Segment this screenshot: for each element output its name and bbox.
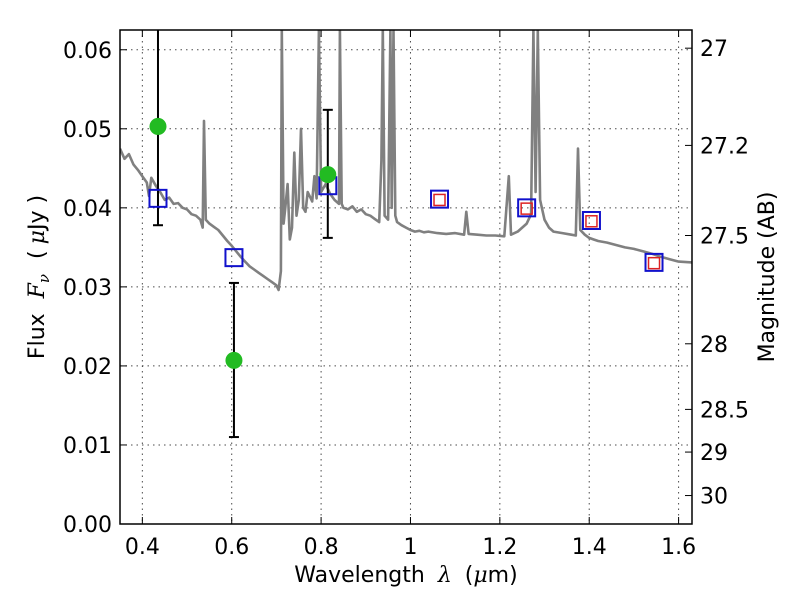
model-point-0 — [148, 188, 168, 208]
x-tick-label-3: 1 — [403, 535, 417, 560]
model-point-4 — [517, 198, 537, 218]
x-tick-label-5: 1.4 — [572, 535, 607, 560]
observed-points — [149, 117, 337, 369]
y-tick-label-2: 0.02 — [63, 355, 112, 380]
y-label-unit-mu: μ — [25, 230, 50, 244]
y-label-unit-open: ( — [25, 250, 50, 259]
x-label-symbol: λ — [437, 563, 452, 588]
right-tick-label-2: 27.5 — [700, 225, 749, 250]
model-point-red-2 — [585, 215, 598, 228]
observed-point-0 — [149, 117, 167, 135]
spectrum-series — [120, 30, 692, 292]
x-tick-label-6: 1.6 — [661, 535, 696, 560]
model-point-5 — [581, 210, 601, 230]
y-label-prefix: Flux — [25, 313, 50, 359]
observed-point-1 — [225, 351, 243, 369]
error-bars — [152, 30, 333, 439]
observed-point-2 — [319, 166, 337, 184]
x-tick-label-2: 0.8 — [304, 535, 339, 560]
x-tick-label-0: 0.4 — [125, 535, 160, 560]
x-label-unit-open: ( — [465, 563, 474, 588]
x-axis-label: Wavelength λ (μm) — [294, 563, 517, 588]
y-axis-label: Flux Fν ( μJy ) — [25, 195, 55, 359]
model-point-1 — [224, 248, 244, 268]
spectrum-line — [120, 30, 692, 292]
right-tick-label-5: 29 — [700, 441, 728, 466]
model-points — [148, 176, 664, 272]
x-label-unit-mu: μ — [473, 563, 487, 588]
model-point-red-3 — [647, 256, 661, 270]
x-tick-label-4: 1.2 — [482, 535, 517, 560]
y-label-symbol-sub: ν — [35, 274, 53, 283]
y-tick-label-6: 0.06 — [63, 39, 112, 64]
y-label-unit-rest: Jy ) — [25, 195, 50, 232]
model-point-red-1 — [520, 202, 533, 215]
plot-frame — [119, 29, 693, 525]
x-tick-label-1: 0.6 — [214, 535, 249, 560]
y-tick-label-4: 0.04 — [63, 197, 112, 222]
y-tick-label-3: 0.03 — [63, 276, 112, 301]
model-point-6 — [644, 252, 664, 272]
grid — [120, 30, 692, 524]
right-tick-label-4: 28.5 — [700, 398, 749, 423]
model-point-3 — [430, 189, 450, 209]
y-tick-label-0: 0.00 — [63, 513, 112, 538]
model-point-red-0 — [433, 193, 446, 207]
right-tick-label-3: 28 — [700, 333, 728, 358]
y-tick-label-1: 0.01 — [63, 434, 112, 459]
right-tick-label-6: 30 — [700, 485, 728, 510]
axis-ticks: 0.4 0.6 0.8 1 1.2 1.4 1.6 0.00 0.01 0.02 0.03 0.04 0… — [63, 30, 749, 560]
y-label-symbol: F — [25, 282, 50, 299]
right-tick-label-0: 27 — [700, 37, 728, 62]
x-label-unit-rest: m) — [488, 563, 518, 588]
right-axis-label: Magnitude (AB) — [755, 192, 780, 363]
y-tick-label-5: 0.05 — [63, 118, 112, 143]
right-tick-label-1: 27.2 — [700, 134, 749, 159]
x-label-prefix: Wavelength — [294, 563, 425, 588]
